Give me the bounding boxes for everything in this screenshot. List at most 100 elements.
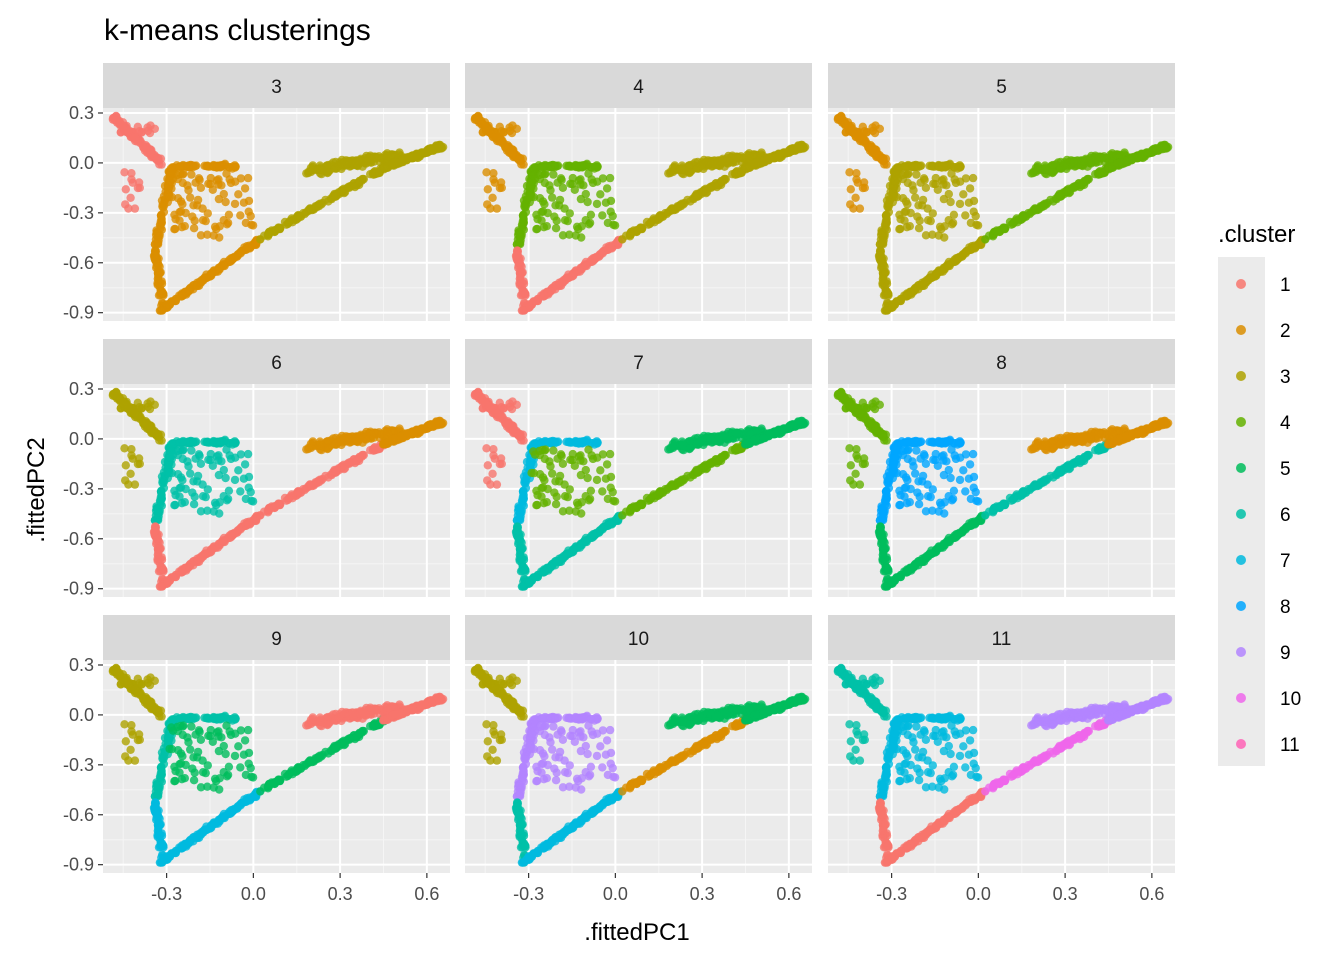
data-point (605, 173, 615, 183)
data-point (176, 483, 186, 492)
data-point (248, 497, 258, 506)
data-point (581, 537, 590, 546)
data-point (577, 437, 586, 446)
data-point (570, 185, 579, 194)
data-point (531, 573, 540, 582)
data-point (165, 192, 174, 202)
data-point (515, 274, 524, 283)
data-point (693, 467, 702, 476)
data-point (686, 197, 695, 206)
data-point (171, 224, 180, 234)
data-point (128, 454, 137, 463)
data-point (214, 175, 223, 184)
data-point (576, 470, 586, 480)
data-point (518, 544, 527, 553)
facet-strip-label: 5 (996, 77, 1007, 98)
data-point (610, 221, 620, 230)
data-point (215, 498, 224, 507)
data-point (921, 231, 931, 240)
data-point (349, 161, 358, 170)
data-point (151, 230, 161, 239)
data-point (203, 230, 212, 239)
data-point (884, 289, 893, 298)
data-point (912, 170, 921, 179)
data-point (180, 222, 189, 231)
data-point (270, 227, 279, 236)
data-point (548, 469, 557, 478)
data-point (190, 492, 199, 501)
data-point (234, 466, 243, 475)
data-point (533, 214, 542, 224)
data-point (860, 183, 869, 192)
data-point (259, 507, 269, 516)
data-point (650, 218, 659, 227)
data-point (517, 582, 527, 591)
data-point (603, 218, 613, 228)
data-point (513, 250, 522, 259)
data-point (602, 460, 612, 469)
data-point (513, 526, 522, 535)
facet-strip-label: 7 (633, 353, 644, 374)
data-point (540, 567, 549, 576)
data-point (995, 227, 1004, 236)
data-point (198, 480, 207, 489)
data-point (876, 230, 886, 239)
data-point (596, 466, 605, 475)
data-point (497, 459, 506, 468)
data-point (508, 150, 517, 160)
data-point (890, 192, 899, 202)
data-point (549, 446, 558, 455)
data-point (488, 193, 497, 202)
data-point (315, 161, 325, 170)
data-point (133, 398, 142, 407)
data-point (178, 200, 187, 209)
data-point (711, 437, 720, 446)
y-tick-label: -0.9 (63, 303, 94, 323)
data-point (120, 168, 129, 177)
data-point (853, 178, 862, 187)
data-point (512, 124, 521, 133)
data-point (596, 190, 605, 199)
facet-strip (828, 63, 1175, 108)
data-point (408, 429, 418, 439)
data-point (696, 437, 706, 446)
data-point (590, 164, 599, 173)
data-point (513, 506, 523, 515)
data-point (488, 469, 497, 478)
data-point (535, 194, 545, 203)
data-point (602, 184, 612, 193)
data-point (548, 193, 557, 202)
y-tick-label: 0.3 (69, 103, 94, 123)
data-point (849, 204, 858, 213)
data-point (214, 194, 224, 204)
data-point (557, 451, 566, 461)
data-point (434, 141, 443, 151)
data-point (525, 302, 534, 311)
data-point (168, 174, 178, 183)
y-tick-label: -0.9 (63, 579, 94, 599)
data-point (586, 210, 596, 219)
data-point (143, 402, 153, 412)
data-point (204, 179, 213, 188)
data-point (961, 211, 970, 220)
data-point (485, 126, 494, 135)
data-point (123, 126, 132, 135)
data-point (858, 122, 867, 131)
data-point (171, 500, 180, 510)
y-tick-label: -0.3 (63, 479, 94, 499)
data-point (244, 196, 254, 206)
data-point (123, 402, 132, 411)
data-point (513, 230, 523, 239)
data-point (128, 178, 137, 187)
data-point (946, 197, 955, 207)
data-point (215, 437, 224, 446)
data-point (677, 437, 687, 446)
data-point (552, 492, 561, 501)
data-point (226, 454, 236, 464)
y-tick-label: 0.0 (69, 429, 94, 449)
data-point (606, 519, 615, 529)
data-point (355, 452, 364, 462)
data-point (314, 477, 324, 487)
data-point (566, 179, 575, 188)
data-point (921, 183, 931, 192)
